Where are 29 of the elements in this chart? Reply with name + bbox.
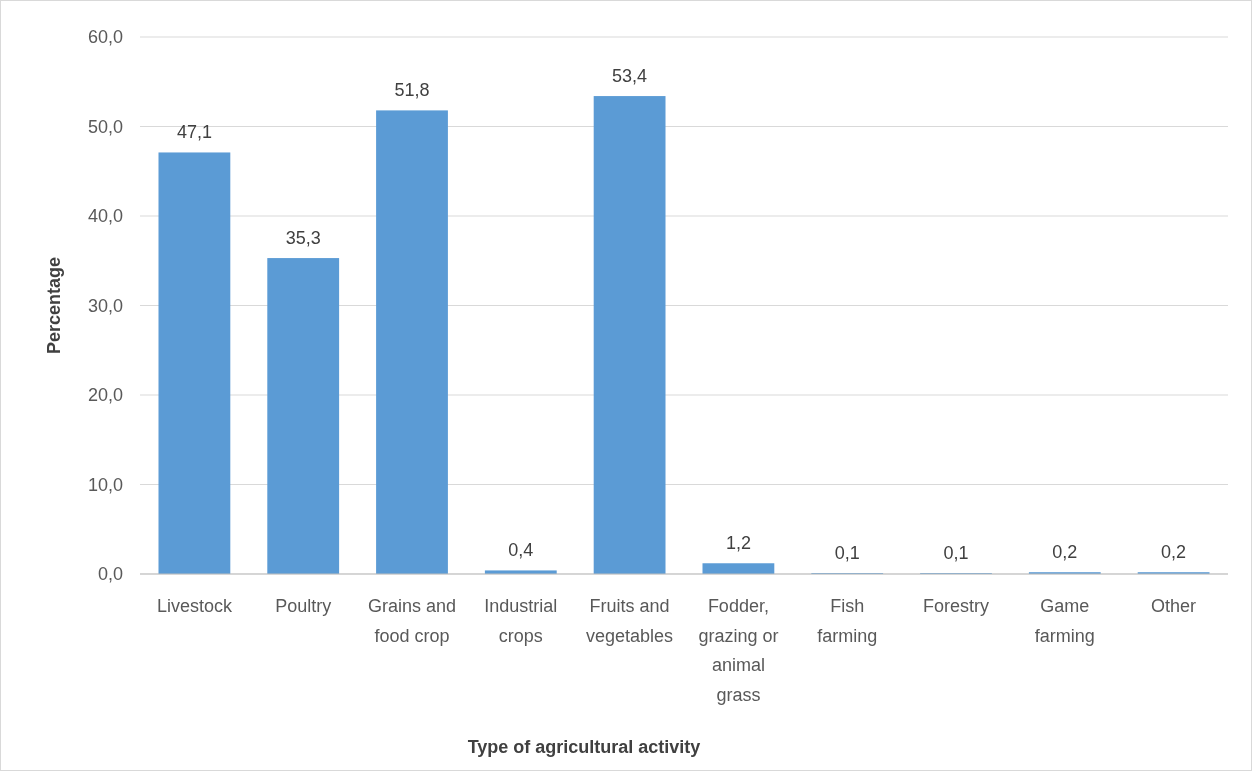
data-label: 0,1 <box>834 543 860 564</box>
data-label: 1,2 <box>725 533 751 554</box>
data-label: 35,3 <box>285 228 321 249</box>
y-tick-label: 50,0 <box>87 116 123 137</box>
data-label: 0,1 <box>943 543 969 564</box>
data-label: 0,4 <box>508 540 534 561</box>
y-tick-label: 30,0 <box>87 295 123 316</box>
y-tick-label: 0,0 <box>97 564 123 585</box>
data-label: 0,2 <box>1052 542 1078 563</box>
data-label: 53,4 <box>612 66 648 87</box>
y-tick-label: 60,0 <box>87 27 123 48</box>
x-tick-label: Livestock <box>156 596 233 616</box>
x-tick-label: Game farming <box>1034 596 1095 646</box>
x-tick-label: Grains and food crop <box>367 596 457 646</box>
y-tick-label: 40,0 <box>87 206 123 227</box>
data-label: 47,1 <box>176 122 212 143</box>
x-tick-label: Fish farming <box>817 596 878 646</box>
y-tick-label: 10,0 <box>87 474 123 495</box>
y-tick-label: 20,0 <box>87 385 123 406</box>
data-label: 51,8 <box>394 80 430 101</box>
x-tick-label: Fodder, grazing or animal grass <box>698 596 779 705</box>
x-tick-label: Fruits and vegetables <box>586 596 674 646</box>
x-tick-label: Industrial crops <box>484 596 558 646</box>
x-tick-label: Other <box>1151 596 1197 616</box>
x-tick-label: Forestry <box>922 596 990 616</box>
data-label: 0,2 <box>1161 542 1187 563</box>
x-tick-label: Poultry <box>275 596 332 616</box>
x-axis-title: Type of agricultural activity <box>467 737 701 757</box>
y-axis-title: Percentage <box>44 256 64 355</box>
